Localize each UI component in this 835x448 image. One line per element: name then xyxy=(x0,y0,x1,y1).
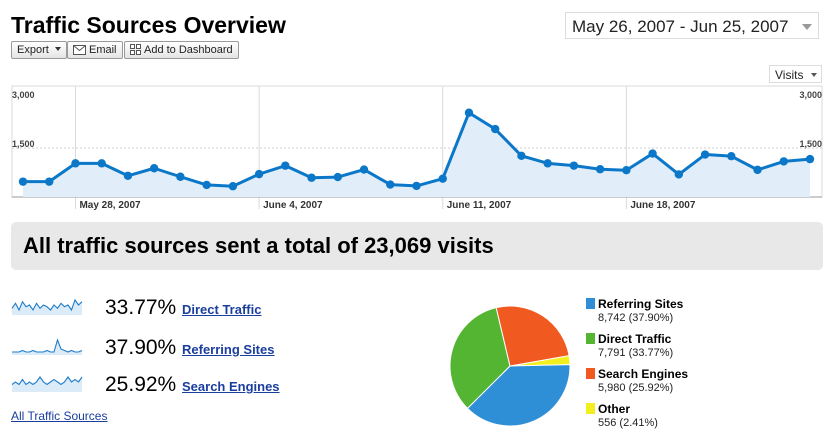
sparkline-line xyxy=(12,338,83,353)
legend-swatch xyxy=(586,403,595,414)
metric-selector[interactable]: Visits xyxy=(769,65,822,83)
add-to-dashboard-button[interactable]: Add to Dashboard xyxy=(124,41,239,59)
search-engines-sparkline xyxy=(11,376,83,392)
direct-traffic-percent: 33.77% xyxy=(105,296,177,319)
data-point xyxy=(491,124,500,134)
referring-sites-percent: 37.90% xyxy=(105,336,177,359)
data-point xyxy=(71,159,80,168)
legend-swatch xyxy=(586,298,595,309)
legend-value: 556 (2.41%) xyxy=(598,417,658,429)
legend-value: 5,980 (25.92%) xyxy=(598,382,674,394)
data-point xyxy=(18,177,28,186)
legend-label: Direct Traffic xyxy=(598,332,672,346)
y-tick-label: 1,500 xyxy=(12,139,35,149)
dashboard-icon xyxy=(130,44,141,55)
data-point xyxy=(517,151,526,161)
data-point xyxy=(176,172,185,181)
data-point xyxy=(307,173,316,182)
source-row-direct: 33.77% Direct Traffic xyxy=(11,296,311,322)
legend-swatch xyxy=(586,368,595,379)
legend-swatch xyxy=(586,333,595,344)
visits-area xyxy=(23,112,810,197)
data-point xyxy=(97,159,106,168)
other-slice xyxy=(466,364,571,427)
envelope-icon xyxy=(73,45,86,55)
y-tick-label: 3,000 xyxy=(799,90,822,100)
search-engines-link[interactable]: Search Engines xyxy=(182,379,280,394)
legend-value: 8,742 (37.90%) xyxy=(598,312,674,324)
dashboard-label: Add to Dashboard xyxy=(144,44,233,56)
sparkline-area xyxy=(12,300,82,315)
data-point xyxy=(386,180,395,189)
direct-traffic-slice xyxy=(495,305,570,367)
data-point xyxy=(622,166,631,175)
x-tick-label: June 4, 2007 xyxy=(263,200,323,211)
chevron-down-icon xyxy=(802,24,812,30)
data-point xyxy=(674,170,684,179)
referring-sites-sparkline xyxy=(12,338,83,355)
data-point xyxy=(648,149,657,158)
data-point xyxy=(464,108,474,117)
direct-traffic-sparkline xyxy=(11,298,83,315)
data-point xyxy=(202,180,211,190)
search-engines-percent: 25.92% xyxy=(105,373,177,396)
referring-sites-slice xyxy=(449,307,511,410)
total-visits-banner: All traffic sources sent a total of 23,0… xyxy=(11,222,823,270)
data-point xyxy=(45,177,54,186)
data-point xyxy=(123,171,133,180)
traffic-sources-pie-chart xyxy=(449,305,571,427)
email-label: Email xyxy=(89,44,117,56)
x-tick-label: June 18, 2007 xyxy=(630,200,695,211)
date-range-selector[interactable]: May 26, 2007 - Jun 25, 2007 xyxy=(565,12,819,39)
data-point xyxy=(333,172,342,182)
data-point xyxy=(805,154,815,164)
referring-sites-link[interactable]: Referring Sites xyxy=(182,342,275,357)
legend-label: Other xyxy=(598,402,631,416)
email-button[interactable]: Email xyxy=(67,41,123,59)
data-point xyxy=(254,169,264,179)
all-traffic-sources-link[interactable]: All Traffic Sources xyxy=(11,409,108,423)
date-range-text: May 26, 2007 - Jun 25, 2007 xyxy=(572,17,789,36)
data-point xyxy=(727,151,736,161)
legend-value: 7,791 (33.77%) xyxy=(598,347,674,359)
data-point xyxy=(779,157,788,166)
legend-label: Referring Sites xyxy=(598,297,684,311)
total-visits-text: All traffic sources sent a total of 23,0… xyxy=(23,233,494,258)
source-row-search: 25.92% Search Engines xyxy=(11,373,311,399)
visits-trend-chart: May 28, 2007 June 4, 2007 June 11, 2007 Jun… xyxy=(11,85,823,211)
source-row-referring: 37.90% Referring Sites xyxy=(11,336,311,362)
export-button[interactable]: Export xyxy=(11,41,67,59)
metric-selector-value: Visits xyxy=(775,68,804,82)
sparkline-area xyxy=(12,340,82,355)
direct-traffic-link[interactable]: Direct Traffic xyxy=(182,302,262,317)
data-point xyxy=(569,161,579,170)
legend-label: Search Engines xyxy=(598,367,689,381)
data-point xyxy=(753,165,762,175)
data-point xyxy=(438,174,447,183)
data-point xyxy=(543,159,552,168)
data-point xyxy=(149,164,159,173)
data-point xyxy=(228,182,238,191)
x-tick-label: June 11, 2007 xyxy=(447,200,512,211)
y-tick-label: 3,000 xyxy=(12,90,35,100)
y-tick-label: 1,500 xyxy=(799,139,822,149)
data-point xyxy=(281,161,290,170)
sparkline-line xyxy=(11,298,83,312)
chevron-down-icon xyxy=(54,47,61,51)
x-tick-label: May 28, 2007 xyxy=(79,200,141,211)
page-title: Traffic Sources Overview xyxy=(11,12,286,38)
sparkline-line xyxy=(11,376,83,386)
export-label: Export xyxy=(17,44,49,56)
chevron-down-icon xyxy=(811,73,817,77)
data-point xyxy=(700,150,710,159)
data-point xyxy=(359,165,369,174)
data-point xyxy=(412,181,421,191)
data-point xyxy=(595,165,605,174)
